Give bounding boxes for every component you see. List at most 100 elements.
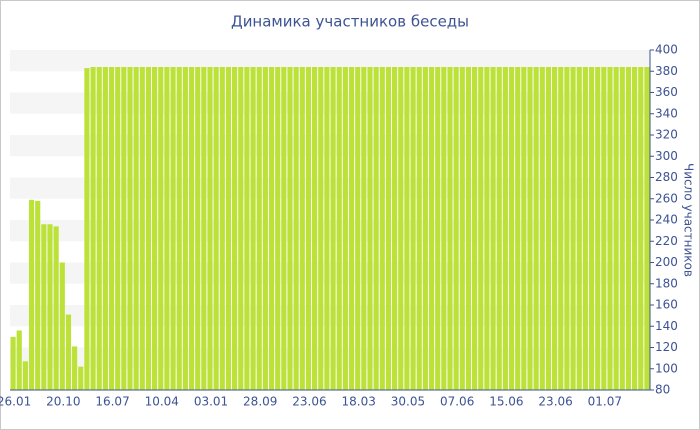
bar (392, 67, 398, 390)
bar (558, 67, 564, 390)
bar (59, 262, 65, 390)
bar (22, 361, 28, 390)
bar (127, 67, 133, 390)
bar (299, 67, 305, 390)
x-tick-label: 03.01 (194, 395, 228, 409)
y-tick-label: 300 (655, 149, 678, 163)
bar (53, 226, 59, 390)
bar (312, 67, 318, 390)
bar (570, 67, 576, 390)
bar (78, 366, 84, 390)
bar (404, 67, 410, 390)
grid-band (10, 305, 650, 327)
bar (268, 67, 275, 390)
bar (145, 67, 152, 390)
y-tick-label: 380 (655, 64, 678, 78)
bar (305, 67, 312, 390)
bar (262, 67, 268, 390)
bar (588, 67, 595, 390)
bar (10, 336, 16, 390)
bar (176, 67, 182, 390)
bar (508, 67, 515, 390)
bar (330, 67, 336, 390)
bar (465, 67, 472, 390)
y-tick-label: 160 (655, 298, 678, 312)
y-tick-label: 260 (655, 191, 678, 205)
bar (90, 67, 96, 390)
bar (398, 67, 404, 390)
x-tick-label: 20.10 (46, 395, 80, 409)
y-tick-label: 180 (655, 276, 678, 290)
bar (72, 346, 78, 390)
bar (47, 224, 53, 390)
bar (16, 330, 22, 390)
grid-band (10, 50, 650, 72)
bar (336, 67, 342, 390)
bar (342, 67, 348, 390)
bar (182, 67, 188, 390)
x-tick-label: 16.07 (95, 395, 129, 409)
bar (102, 67, 108, 390)
bar (213, 67, 219, 390)
bar (324, 67, 330, 390)
y-tick-label: 320 (655, 128, 678, 142)
x-tick-label: 07.06 (440, 395, 474, 409)
bar (527, 67, 533, 390)
bar (379, 67, 385, 390)
bar (244, 67, 250, 390)
bar (293, 67, 299, 390)
bar (275, 67, 281, 390)
bar (250, 67, 256, 390)
bar (619, 67, 625, 390)
bar (564, 67, 570, 390)
bar (428, 67, 435, 390)
bar (373, 67, 379, 390)
bar (385, 67, 392, 390)
y-tick-label: 100 (655, 361, 678, 375)
x-tick-label: 10.04 (145, 395, 179, 409)
bar (207, 67, 213, 390)
grid-band (10, 262, 650, 284)
bar (115, 67, 121, 390)
bar (219, 67, 225, 390)
x-tick-label: 18.03 (342, 395, 376, 409)
y-tick-label: 280 (655, 170, 678, 184)
bar (472, 67, 478, 390)
bar (287, 67, 293, 390)
y-tick-label: 200 (655, 255, 678, 269)
bar (361, 67, 367, 390)
x-tick-label: 23.06 (292, 395, 326, 409)
x-tick-label: 28.09 (243, 395, 277, 409)
bar (453, 67, 459, 390)
bar (164, 67, 170, 390)
bar (188, 67, 195, 390)
bar (613, 67, 619, 390)
bar (441, 67, 447, 390)
bar (521, 67, 527, 390)
bar (96, 67, 102, 390)
bar (133, 67, 139, 390)
bar (632, 67, 638, 390)
bar (496, 67, 502, 390)
bar (139, 67, 145, 390)
bar (539, 67, 545, 390)
bar (121, 67, 127, 390)
bar (490, 67, 496, 390)
bar (65, 314, 72, 390)
bar (232, 67, 238, 390)
bar (552, 67, 558, 390)
bar (416, 67, 422, 390)
bar (35, 200, 41, 390)
bar (422, 67, 428, 390)
bar (533, 67, 539, 390)
y-tick-label: 220 (655, 234, 678, 248)
bar (607, 67, 613, 390)
bar (348, 67, 355, 390)
bar (459, 67, 465, 390)
y-tick-label: 240 (655, 213, 678, 227)
bar (238, 67, 244, 390)
bar (601, 67, 607, 390)
y-axis-label: Число участников (682, 163, 696, 277)
y-tick-label: 140 (655, 319, 678, 333)
